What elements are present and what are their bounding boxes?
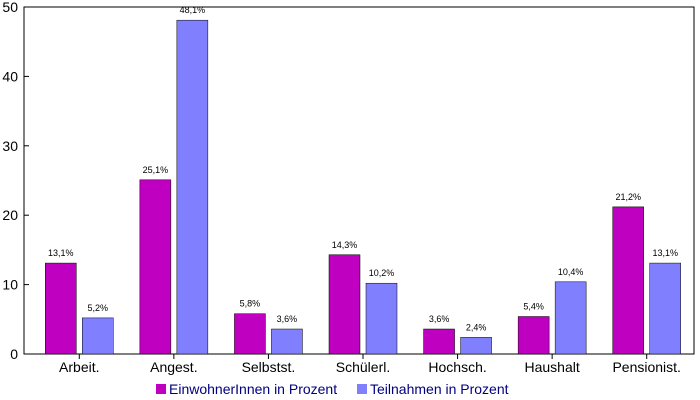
data-label: 14,3% bbox=[332, 240, 358, 250]
bar-teilnahmen bbox=[176, 19, 209, 355]
y-axis: 0 10 20 30 40 50 bbox=[2, 0, 29, 362]
data-label: 3,6% bbox=[277, 314, 298, 324]
bar-einwohner bbox=[612, 206, 644, 355]
y-tick-label: 30 bbox=[2, 138, 18, 154]
legend: EinwohnerInnen in Prozent Teilnahmen in … bbox=[156, 381, 509, 397]
bar-teilnahmen bbox=[649, 262, 681, 355]
data-label: 5,4% bbox=[523, 302, 544, 312]
data-label: 5,2% bbox=[88, 303, 109, 313]
data-label: 2,4% bbox=[466, 322, 487, 332]
data-label: 48,1% bbox=[180, 5, 206, 15]
bar-einwohner bbox=[328, 254, 361, 355]
bar-einwohner bbox=[45, 262, 77, 355]
data-label: 5,8% bbox=[240, 299, 261, 309]
x-tick-label: Pensionist. bbox=[612, 359, 680, 375]
x-tick-label: Selbstst. bbox=[242, 359, 296, 375]
legend-label-teilnahmen: Teilnahmen in Prozent bbox=[370, 381, 509, 397]
y-tick-label: 50 bbox=[2, 0, 18, 15]
x-tick-label: Hochsch. bbox=[428, 359, 486, 375]
y-tick-label: 0 bbox=[10, 346, 18, 362]
legend-swatch-teilnahmen bbox=[357, 384, 367, 394]
data-label: 10,4% bbox=[558, 267, 584, 277]
legend-swatch-einwohner bbox=[156, 384, 166, 394]
bar-teilnahmen bbox=[554, 281, 587, 355]
y-tick-label: 10 bbox=[2, 277, 18, 293]
x-axis: Arbeit. Angest. Selbstst. Schülerl. Hochsch.… bbox=[59, 354, 681, 375]
bar-einwohner bbox=[139, 179, 172, 355]
x-tick-label: Arbeit. bbox=[59, 359, 99, 375]
bar-teilnahmen bbox=[82, 317, 114, 355]
bar-einwohner bbox=[234, 313, 266, 355]
bar-einwohner bbox=[423, 328, 455, 355]
bar-teilnahmen bbox=[271, 328, 303, 355]
data-labels-group: 13,1% 5,2% 25,1% 48,1% 5,8% 3,6% 14,3% 10,2% 3,6… bbox=[48, 5, 678, 332]
bar-teilnahmen bbox=[460, 337, 492, 355]
data-label: 25,1% bbox=[143, 165, 169, 175]
data-label: 13,1% bbox=[652, 248, 678, 258]
y-tick-label: 40 bbox=[2, 68, 18, 84]
x-tick-label: Schülerl. bbox=[336, 359, 390, 375]
y-tick-label: 20 bbox=[2, 207, 18, 223]
data-label: 13,1% bbox=[48, 248, 74, 258]
data-label: 10,2% bbox=[369, 268, 395, 278]
bar-einwohner bbox=[517, 316, 550, 355]
data-label: 21,2% bbox=[615, 192, 641, 202]
x-tick-label: Haushalt bbox=[525, 359, 580, 375]
data-label: 3,6% bbox=[429, 314, 450, 324]
x-tick-label: Angest. bbox=[150, 359, 197, 375]
bars-group bbox=[45, 19, 681, 355]
bar-teilnahmen bbox=[365, 282, 398, 355]
legend-label-einwohner: EinwohnerInnen in Prozent bbox=[169, 381, 337, 397]
